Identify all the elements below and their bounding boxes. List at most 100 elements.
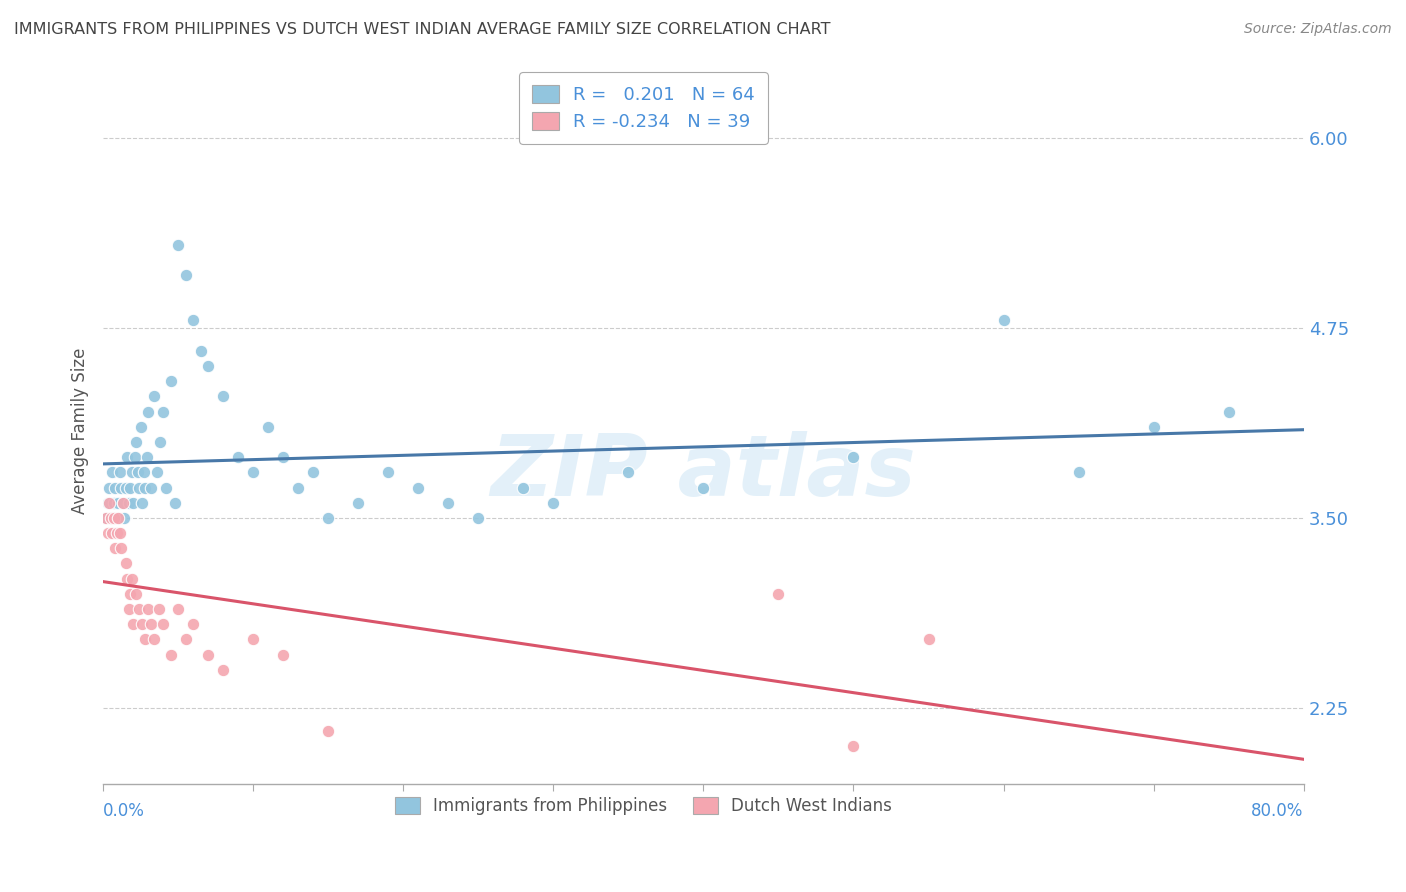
Point	[122, 617, 145, 632]
Point	[377, 466, 399, 480]
Point	[917, 632, 939, 647]
Point	[226, 450, 249, 465]
Point	[143, 632, 166, 647]
Point	[128, 481, 150, 495]
Point	[124, 450, 146, 465]
Point	[98, 496, 121, 510]
Point	[131, 496, 153, 510]
Point	[105, 526, 128, 541]
Point	[148, 602, 170, 616]
Text: 80.0%: 80.0%	[1251, 802, 1303, 820]
Text: ZIP atlas: ZIP atlas	[491, 432, 917, 515]
Point	[97, 496, 120, 510]
Point	[107, 511, 129, 525]
Point	[159, 374, 181, 388]
Point	[1143, 419, 1166, 434]
Point	[110, 541, 132, 556]
Point	[98, 481, 121, 495]
Point	[107, 496, 129, 510]
Point	[136, 404, 159, 418]
Point	[104, 541, 127, 556]
Text: 0.0%: 0.0%	[103, 802, 145, 820]
Point	[512, 481, 534, 495]
Point	[108, 526, 131, 541]
Point	[242, 632, 264, 647]
Point	[97, 526, 120, 541]
Point	[316, 723, 339, 738]
Point	[94, 511, 117, 525]
Text: Source: ZipAtlas.com: Source: ZipAtlas.com	[1244, 22, 1392, 37]
Point	[152, 617, 174, 632]
Point	[141, 481, 163, 495]
Point	[768, 587, 790, 601]
Point	[347, 496, 370, 510]
Point	[141, 617, 163, 632]
Point	[174, 632, 197, 647]
Point	[190, 343, 212, 358]
Point	[842, 450, 865, 465]
Point	[155, 481, 177, 495]
Point	[181, 313, 204, 327]
Point	[302, 466, 325, 480]
Point	[111, 496, 134, 510]
Point	[121, 466, 143, 480]
Point	[143, 389, 166, 403]
Point	[127, 466, 149, 480]
Point	[94, 511, 117, 525]
Point	[174, 268, 197, 282]
Point	[993, 313, 1015, 327]
Point	[167, 237, 190, 252]
Point	[135, 450, 157, 465]
Y-axis label: Average Family Size: Average Family Size	[72, 347, 89, 514]
Point	[115, 572, 138, 586]
Point	[132, 466, 155, 480]
Point	[165, 496, 187, 510]
Point	[125, 434, 148, 449]
Point	[114, 557, 136, 571]
Point	[103, 496, 125, 510]
Legend: Immigrants from Philippines, Dutch West Indians: Immigrants from Philippines, Dutch West …	[385, 787, 901, 825]
Point	[129, 419, 152, 434]
Point	[112, 511, 135, 525]
Point	[181, 617, 204, 632]
Point	[101, 466, 124, 480]
Point	[122, 496, 145, 510]
Point	[437, 496, 460, 510]
Point	[108, 466, 131, 480]
Point	[467, 511, 489, 525]
Point	[125, 587, 148, 601]
Point	[111, 496, 134, 510]
Point	[128, 602, 150, 616]
Point	[543, 496, 565, 510]
Point	[212, 663, 235, 677]
Point	[104, 481, 127, 495]
Point	[100, 511, 122, 525]
Point	[152, 404, 174, 418]
Point	[197, 648, 219, 662]
Point	[100, 511, 122, 525]
Point	[257, 419, 280, 434]
Point	[842, 739, 865, 753]
Point	[121, 572, 143, 586]
Point	[120, 587, 142, 601]
Point	[242, 466, 264, 480]
Point	[1218, 404, 1240, 418]
Point	[316, 511, 339, 525]
Point	[149, 434, 172, 449]
Point	[117, 496, 139, 510]
Point	[271, 450, 294, 465]
Point	[212, 389, 235, 403]
Point	[146, 466, 169, 480]
Point	[120, 481, 142, 495]
Point	[131, 617, 153, 632]
Point	[197, 359, 219, 373]
Point	[103, 511, 125, 525]
Point	[114, 481, 136, 495]
Point	[159, 648, 181, 662]
Point	[406, 481, 429, 495]
Point	[101, 526, 124, 541]
Point	[287, 481, 309, 495]
Point	[617, 466, 640, 480]
Text: IMMIGRANTS FROM PHILIPPINES VS DUTCH WEST INDIAN AVERAGE FAMILY SIZE CORRELATION: IMMIGRANTS FROM PHILIPPINES VS DUTCH WES…	[14, 22, 831, 37]
Point	[1067, 466, 1090, 480]
